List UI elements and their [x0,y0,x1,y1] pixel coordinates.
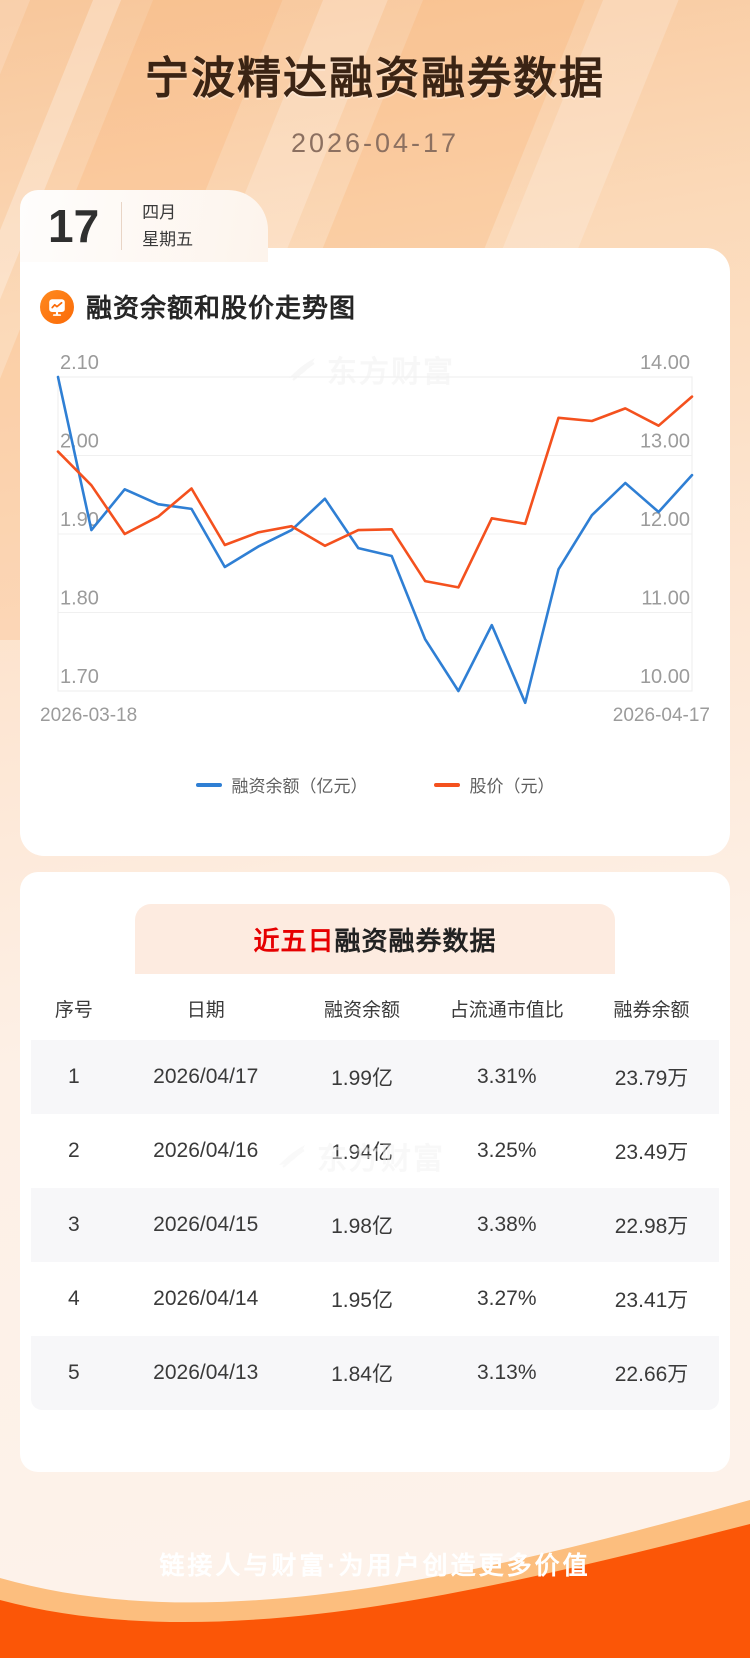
cell-date: 2026/04/16 [116,1114,295,1188]
chart-header: 融资余额和股价走势图 [20,248,730,325]
chart-plot-area: 东方财富 2.10 14.00 2.00 13.00 1.90 12.00 1.80 11.0… [20,347,730,752]
table-row: 1 2026/04/17 1.99亿 3.31% 23.79万 [31,1040,719,1114]
cell-financing-balance: 1.98亿 [294,1188,430,1262]
table-banner-title: 近五日融资融券数据 [253,921,496,958]
chart-card: 融资余额和股价走势图 东方财富 2.10 14.00 2.00 13.00 1.90 12… [20,248,730,856]
legend-label-price: 股价（元） [469,777,555,796]
table-row: 2 2026/04/16 1.94亿 3.25% 23.49万 [31,1114,719,1188]
cell-index: 1 [31,1040,117,1114]
cell-market-cap-ratio: 3.13% [429,1336,585,1410]
table-banner: 近五日融资融券数据 [135,904,615,974]
svg-text:2026-04-17: 2026-04-17 [613,705,710,726]
cell-financing-balance: 1.84亿 [294,1336,430,1410]
page-header: 宁波精达融资融券数据 2026-04-17 [0,0,750,159]
svg-text:14.00: 14.00 [640,352,690,374]
table-header-row: 序号 日期 融资余额 占流通市值比 融券余额 [31,975,719,1040]
cell-index: 3 [31,1188,117,1262]
svg-text:13.00: 13.00 [640,431,690,453]
column-header-market-cap-ratio: 占流通市值比 [429,975,585,1040]
chart-watermark: 东方财富 [285,347,455,391]
table-head: 序号 日期 融资余额 占流通市值比 融券余额 [31,975,719,1040]
table-row: 5 2026/04/13 1.84亿 3.13% 22.66万 [31,1336,719,1410]
chart-watermark-text: 东方财富 [327,356,455,389]
table-row: 3 2026/04/15 1.98亿 3.38% 22.98万 [31,1188,719,1262]
column-header-securities-balance: 融券余额 [584,975,719,1040]
cell-financing-balance: 1.94亿 [294,1114,430,1188]
cell-date: 2026/04/14 [116,1262,295,1336]
svg-text:1.80: 1.80 [60,588,99,610]
page-date: 2026-04-17 [290,128,460,158]
cell-market-cap-ratio: 3.27% [429,1262,585,1336]
cell-date: 2026/04/15 [116,1188,295,1262]
table-row: 4 2026/04/14 1.95亿 3.27% 23.41万 [31,1262,719,1336]
cell-market-cap-ratio: 3.31% [429,1040,585,1114]
cell-market-cap-ratio: 3.38% [429,1188,585,1262]
footer-wave [0,1500,750,1658]
column-header-index: 序号 [31,975,117,1040]
page-title: 宁波精达融资融券数据 [145,54,605,103]
cell-date: 2026/04/13 [116,1336,295,1410]
legend-label-financing: 融资余额（亿元） [231,777,368,796]
cell-securities-balance: 23.41万 [584,1262,719,1336]
chart-title: 融资余额和股价走势图 [86,293,357,323]
cell-date: 2026/04/17 [116,1040,295,1114]
table-banner-rest: 融资融券数据 [334,925,497,956]
chart-legend: 融资余额（亿元） 股价（元） [20,772,730,797]
east-money-logo-icon [289,358,315,381]
table-body: 1 2026/04/17 1.99亿 3.31% 23.79万 2 2026/04/16 1.… [31,1040,719,1410]
margin-trading-table: 序号 日期 融资余额 占流通市值比 融券余额 1 2026/04/17 1.99亿 3… [30,974,720,1411]
legend-item-financing[interactable]: 融资余额（亿元） [195,772,368,797]
cell-index: 4 [31,1262,117,1336]
cell-financing-balance: 1.95亿 [294,1262,430,1336]
column-header-financing-balance: 融资余额 [294,975,430,1040]
date-day: 17 [48,200,100,252]
dual-axis-line-chart: 2.10 14.002.00 13.001.90 12.001.80 11.001.70… [40,352,710,726]
cell-index: 5 [31,1336,117,1410]
cell-securities-balance: 23.79万 [584,1040,719,1114]
date-divider [121,202,123,250]
svg-text:2.00: 2.00 [60,431,99,453]
svg-text:2026-03-18: 2026-03-18 [40,705,137,726]
cell-securities-balance: 22.66万 [584,1336,719,1410]
cell-financing-balance: 1.99亿 [294,1040,430,1114]
cell-index: 2 [31,1114,117,1188]
svg-text:1.70: 1.70 [60,666,99,688]
table-banner-highlight: 近五日 [253,925,335,956]
date-card: 17 四月 星期五 [20,190,268,262]
cell-securities-balance: 23.49万 [584,1114,719,1188]
date-month: 四月 [142,202,177,222]
chart-monitor-icon [40,289,74,324]
svg-text:11.00: 11.00 [641,588,690,610]
footer-slogan: 链接人与财富·为用户创造更多价值 [159,1552,591,1580]
legend-item-price[interactable]: 股价（元） [433,772,555,797]
svg-text:2.10: 2.10 [60,352,99,374]
svg-text:10.00: 10.00 [640,666,690,688]
date-weekday: 星期五 [142,230,194,249]
cell-securities-balance: 22.98万 [584,1188,719,1262]
legend-swatch-price [433,782,460,787]
svg-text:12.00: 12.00 [640,509,690,531]
date-meta: 四月 星期五 [142,199,193,253]
column-header-date: 日期 [116,975,295,1040]
legend-swatch-financing [195,782,222,787]
cell-market-cap-ratio: 3.25% [429,1114,585,1188]
